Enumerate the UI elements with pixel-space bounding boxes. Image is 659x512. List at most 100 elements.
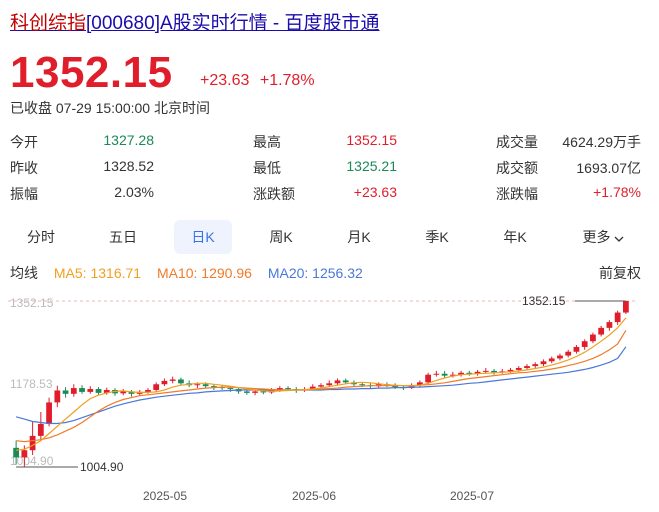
candlestick-chart[interactable]: 1352.15 1178.53 1004.90 1352.15 1004.90 2025-…	[0, 285, 659, 512]
tab-five-day[interactable]: 五日	[109, 229, 137, 245]
candle-body	[548, 358, 555, 362]
stat-value: +1.78%	[593, 184, 641, 200]
candle-body	[29, 435, 36, 451]
stat-label: 成交量	[496, 134, 538, 150]
stat-value: 1352.15	[346, 132, 397, 148]
ma-legend: 均线 MA5: 1316.71 MA10: 1290.96 MA20: 1256…	[10, 263, 375, 283]
tab-weekly-k[interactable]: 周K	[269, 229, 293, 245]
candle-body	[70, 388, 77, 394]
candle-body	[532, 364, 539, 367]
candle-body	[169, 379, 176, 381]
tab-more[interactable]: 更多	[568, 220, 638, 254]
candle-body	[21, 450, 28, 458]
candle-body	[565, 351, 572, 356]
ma5-value: MA5: 1316.71	[53, 265, 142, 281]
candle-body	[145, 389, 151, 392]
candle-body	[54, 390, 61, 403]
y-axis-label: 1178.53	[10, 377, 53, 391]
title-rest[interactable]: [000680]A股实时行情 - 百度股市通	[86, 13, 380, 34]
stat-value: 1328.52	[103, 158, 154, 174]
candle-body	[482, 370, 489, 372]
stat-label: 最高	[253, 134, 281, 150]
candle-body	[87, 389, 94, 392]
candle-body	[202, 384, 209, 387]
candle-body	[581, 341, 588, 347]
ma20-value: MA20: 1256.32	[267, 265, 363, 281]
stats-row: 昨收 1328.52 最低 1325.21 成交额 1693.07亿	[10, 156, 650, 182]
candle-body	[326, 383, 333, 386]
candle-body	[194, 384, 201, 386]
tab-quarterly-k[interactable]: 季K	[425, 229, 449, 245]
candle-body	[260, 391, 267, 393]
candle-body	[62, 390, 69, 394]
candle-body	[334, 380, 341, 384]
candle-body	[458, 372, 464, 375]
stat-label: 昨收	[10, 160, 38, 176]
stats-grid: 今开 1327.28 最高 1352.15 成交量 4624.29万手 昨收 1…	[10, 130, 650, 208]
y-axis-label: 1004.90	[10, 454, 54, 468]
page-title[interactable]: 科创综指[000680]A股实时行情 - 百度股市通	[10, 8, 380, 35]
ma10-value: MA10: 1290.96	[156, 265, 252, 281]
candle-body	[161, 380, 168, 385]
candle-body	[359, 384, 366, 386]
candle-body	[210, 386, 217, 388]
candle-body	[466, 372, 473, 374]
stat-value: 1327.28	[103, 132, 154, 148]
candle-body	[491, 370, 497, 373]
candle-body	[622, 301, 629, 313]
candle-body	[178, 379, 184, 384]
candle-body	[128, 391, 135, 394]
current-price: 1352.15	[10, 48, 173, 97]
price-change: +23.63 +1.78%	[200, 72, 321, 90]
stat-value: 4624.29万手	[562, 134, 641, 150]
ma10-line	[16, 329, 627, 443]
stat-value: 1325.21	[346, 158, 397, 174]
stats-row: 今开 1327.28 最高 1352.15 成交量 4624.29万手	[10, 130, 650, 156]
candle-body	[243, 391, 250, 393]
candle-body	[285, 388, 291, 390]
ma20-line	[15, 346, 627, 425]
tab-monthly-k[interactable]: 月K	[347, 229, 371, 245]
tab-intraday[interactable]: 分时	[27, 229, 55, 245]
stat-value: 1693.07亿	[576, 160, 641, 176]
candle-body	[614, 312, 621, 323]
stat-label: 涨跌幅	[496, 186, 538, 202]
candle-body	[598, 327, 605, 335]
stat-label: 振幅	[10, 186, 38, 202]
max-marker-label: 1352.15	[522, 294, 566, 308]
tab-yearly-k[interactable]: 年K	[503, 229, 527, 245]
change-amount: +23.63	[200, 72, 250, 89]
adjust-toggle[interactable]: 前复权	[599, 265, 641, 281]
candle-body	[590, 334, 596, 342]
chevron-down-icon	[614, 221, 624, 255]
candle-body	[515, 367, 522, 370]
candle-body	[474, 371, 481, 374]
candle-body	[95, 389, 102, 393]
change-percent: +1.78%	[259, 72, 315, 89]
stat-value: 2.03%	[114, 184, 154, 200]
stat-label: 涨跌额	[253, 186, 295, 202]
candle-body	[120, 391, 127, 394]
candle-body	[46, 402, 52, 424]
candle-body	[309, 386, 316, 390]
y-axis-label: 1352.15	[10, 296, 54, 310]
candle-body	[13, 447, 20, 458]
candle-body	[342, 380, 349, 383]
title-index-name[interactable]: 科创综指	[10, 13, 87, 34]
x-axis-label: 2025-07	[450, 489, 494, 503]
candle-body	[507, 369, 514, 372]
candle-body	[79, 388, 85, 392]
candle-body	[227, 388, 234, 390]
candle-body	[540, 361, 547, 365]
ma-legend-label: 均线	[10, 265, 38, 281]
candle-body	[153, 384, 160, 390]
candle-body	[524, 366, 530, 368]
candle-body	[449, 374, 456, 376]
candle-body	[37, 423, 44, 436]
stat-label: 今开	[10, 134, 38, 150]
stat-label: 成交额	[496, 160, 538, 176]
x-axis-label: 2025-05	[143, 489, 187, 503]
tab-daily-k[interactable]: 日K	[174, 220, 232, 254]
period-tabs: 分时 五日 日K 周K 月K 季K 年K 更多	[10, 220, 650, 254]
ma5-line	[16, 317, 627, 451]
